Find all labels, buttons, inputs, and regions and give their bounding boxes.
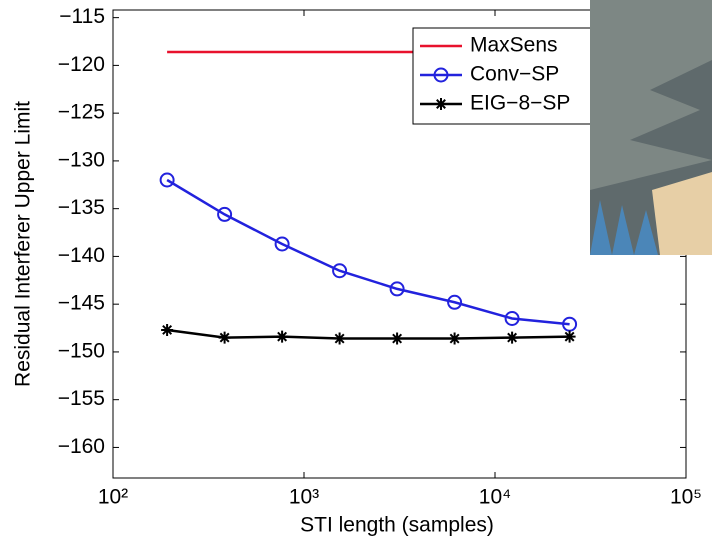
- y-axis-label: Residual Interferer Upper Limit: [12, 101, 35, 387]
- marker-asterisk: [161, 323, 174, 336]
- marker-circle: [332, 263, 348, 279]
- marker-asterisk: [333, 332, 346, 345]
- marker-asterisk: [448, 332, 461, 345]
- y-tick-label: −125: [58, 101, 105, 124]
- marker-circle: [389, 281, 405, 297]
- x-tick-label: 10⁴: [479, 486, 511, 509]
- series-line: [166, 328, 570, 340]
- legend-label: EIG−8−SP: [470, 92, 570, 115]
- y-tick-label: −160: [58, 435, 105, 458]
- photo-overlay: [590, 0, 712, 255]
- y-tick-label: −130: [58, 148, 105, 171]
- marker-circle: [217, 206, 233, 222]
- y-tick-label: −140: [58, 244, 105, 267]
- marker-asterisk: [435, 98, 447, 110]
- y-tick-label: −145: [58, 292, 105, 315]
- y-tick-label: −135: [58, 196, 105, 219]
- marker-circle: [433, 67, 449, 83]
- legend-label: MaxSens: [470, 34, 558, 57]
- marker-circle: [274, 236, 290, 252]
- marker-asterisk: [563, 330, 576, 343]
- y-tick-label: −150: [58, 339, 105, 362]
- x-tick-label: 10³: [289, 486, 319, 509]
- marker-circle: [159, 172, 175, 188]
- marker-circle: [504, 310, 520, 326]
- photo-spikes: [590, 200, 658, 255]
- marker-asterisk: [276, 330, 289, 343]
- y-tick-label: −120: [58, 53, 105, 76]
- y-tick-label: −115: [59, 5, 105, 28]
- y-tick-label: −155: [58, 387, 105, 410]
- series-line: [166, 178, 570, 326]
- marker-asterisk: [218, 331, 231, 344]
- marker-circle: [447, 294, 463, 310]
- x-axis-label: STI length (samples): [300, 514, 494, 537]
- x-tick-label: 10⁵: [670, 486, 702, 509]
- x-tick-label: 10²: [98, 486, 128, 509]
- legend-label: Conv−SP: [470, 63, 559, 86]
- photo-absorber: [590, 0, 712, 190]
- marker-asterisk: [506, 331, 519, 344]
- photo-block: [652, 172, 712, 255]
- marker-asterisk: [391, 332, 404, 345]
